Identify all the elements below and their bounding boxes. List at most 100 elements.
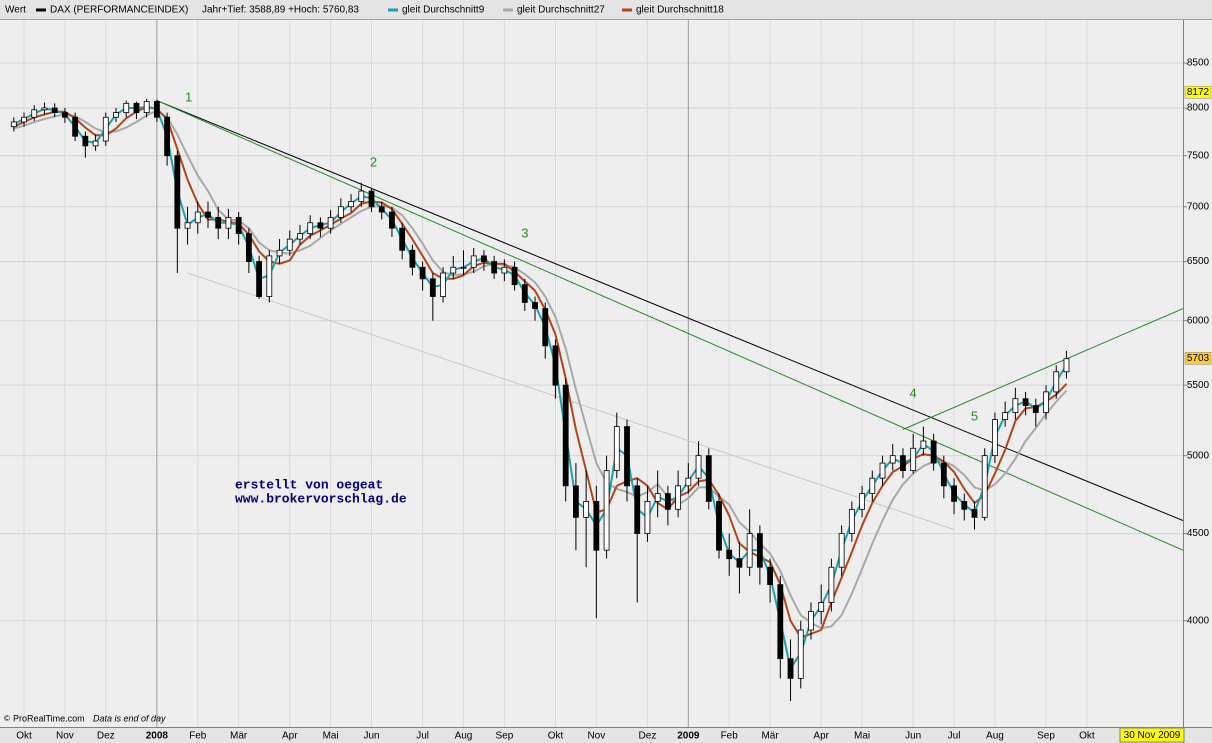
x-tick-label: Feb: [189, 731, 207, 742]
annotation: 3: [521, 225, 528, 240]
candle-body: [532, 302, 538, 309]
candle-body: [787, 658, 794, 679]
candle-body: [378, 206, 385, 213]
moving-average-line: [13, 106, 1068, 639]
candle-body: [756, 533, 763, 568]
candle-body: [297, 233, 303, 240]
x-tick-label: Sep: [495, 731, 513, 742]
x-tick-label: 2008: [146, 731, 169, 742]
header-label: Wert: [5, 5, 26, 16]
candle-body: [675, 485, 682, 510]
x-axis-bar: [0, 727, 1212, 743]
candle-body: [337, 206, 344, 218]
candle-body: [317, 222, 324, 229]
candle-body: [245, 233, 252, 262]
x-tick-label: Mai: [323, 731, 339, 742]
candle-body: [184, 222, 191, 229]
grid: [0, 20, 1183, 727]
y-tick-label: 5500: [1187, 380, 1210, 391]
x-tick-label: Jun: [905, 731, 921, 742]
candle-body: [930, 440, 937, 464]
candle-body: [573, 485, 579, 518]
candle-body: [593, 501, 600, 551]
candle-body: [767, 566, 773, 586]
candle-body: [358, 190, 365, 202]
candle-body: [205, 211, 211, 218]
candle-body: [603, 470, 610, 551]
x-tick-label: Nov: [587, 731, 605, 742]
candle-body: [225, 216, 232, 229]
x-tick-label: 2009: [677, 731, 700, 742]
watermark: www.brokervorschlag.de: [235, 491, 407, 506]
candle-body: [981, 455, 988, 518]
candle-body: [276, 249, 283, 257]
candle-body: [1063, 358, 1070, 373]
x-tick-label: Nov: [56, 731, 74, 742]
candle-body: [1022, 398, 1029, 406]
candle-body: [21, 116, 27, 123]
candle-body: [133, 102, 140, 113]
candle-body: [951, 485, 957, 502]
candle-body: [940, 462, 947, 487]
candle-body: [624, 426, 630, 487]
x-tick-label: Apr: [282, 731, 298, 742]
candle-body: [389, 211, 395, 229]
candle-body: [920, 440, 927, 449]
legend-label: gleit Durchschnitt9: [402, 5, 485, 16]
candle-body: [644, 501, 651, 534]
candle-body: [164, 116, 171, 157]
legend-label: DAX (PERFORMANCEINDEX): [50, 5, 188, 16]
candle-body: [695, 455, 702, 479]
x-tick-label: Dez: [97, 731, 115, 742]
candle-body: [256, 261, 262, 297]
candle-body: [828, 566, 835, 603]
trend-line: [902, 308, 1183, 430]
candle-body: [450, 266, 457, 274]
candle-body: [900, 455, 906, 471]
candle-body: [399, 227, 406, 251]
candle-body: [440, 272, 446, 297]
candle-body: [879, 462, 886, 479]
candle-body: [736, 558, 743, 568]
trend-line: [156, 100, 1183, 551]
annotation: 4: [910, 385, 917, 400]
x-tick-label: Jun: [363, 731, 379, 742]
candle-body: [409, 249, 416, 268]
candle-body: [838, 533, 845, 568]
x-tick-label: Dez: [639, 731, 657, 742]
x-tick-label: Feb: [721, 731, 739, 742]
candle-body: [470, 255, 477, 268]
candle-body: [992, 419, 998, 457]
candle-body: [552, 345, 559, 386]
x-tick-label: Okt: [16, 731, 32, 742]
y-tick-label: 6000: [1187, 315, 1210, 326]
axes: 4000 4500 5000 5500 6000 6500 7000 7500 8000 8500…: [16, 58, 1212, 742]
candle-body: [777, 584, 784, 660]
price-label-box: [1184, 352, 1212, 365]
date-label: 30 Nov 2009: [1124, 730, 1181, 741]
candle-body: [72, 116, 79, 137]
candle-body: [1043, 391, 1049, 413]
candle-body: [419, 266, 426, 280]
candle-body: [481, 255, 487, 262]
candle-body: [1012, 398, 1019, 413]
candle-body: [562, 384, 569, 487]
candle-body: [961, 501, 968, 510]
candle-body: [716, 501, 722, 551]
candle-body: [848, 508, 855, 534]
watermark: erstellt von oegeat: [235, 477, 383, 492]
candle-body: [705, 455, 712, 502]
candle-body: [10, 121, 17, 128]
candle-body: [501, 266, 508, 274]
candle-body: [1002, 412, 1009, 420]
candle-body: [859, 493, 865, 510]
candle-body: [51, 107, 58, 113]
candle-body: [429, 278, 436, 297]
y-tick-label: 4000: [1187, 615, 1210, 626]
candle-body: [123, 102, 130, 113]
candle-body: [634, 485, 641, 534]
x-tick-label: Apr: [813, 731, 829, 742]
x-tick-label: Mai: [854, 731, 870, 742]
candle-body: [460, 266, 467, 269]
legend-label: gleit Durchschnitt18: [636, 5, 724, 16]
